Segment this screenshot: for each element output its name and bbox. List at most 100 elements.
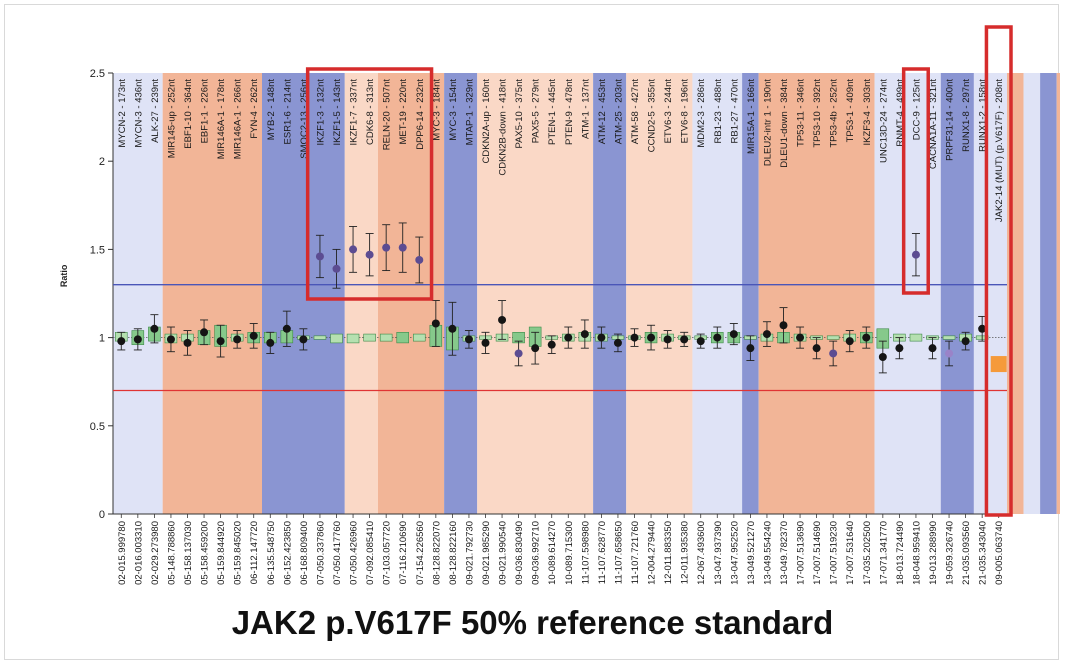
probe-label: MDM2-3 - 286nt bbox=[696, 79, 707, 148]
x-tick-label: 17-071.341770 bbox=[878, 521, 889, 585]
probe-label: EBF1-1 - 226nt bbox=[200, 79, 211, 144]
probe-label: ATM-58 - 427nt bbox=[630, 79, 641, 145]
chromosome-band bbox=[262, 73, 345, 514]
probe-box bbox=[313, 335, 327, 340]
y-tick-label: 2.5 bbox=[90, 68, 105, 80]
y-tick-label: 0 bbox=[99, 509, 105, 521]
probe-point bbox=[945, 349, 954, 358]
probe-label: ETV6-3 - 244nt bbox=[663, 79, 674, 144]
probe-label: JAK2-14 (MUT) (p.V617F) - 208nt bbox=[994, 79, 1005, 222]
probe-label: CCND2-5 - 355nt bbox=[647, 79, 658, 153]
x-tick-label: 10-089.715300 bbox=[564, 521, 575, 585]
x-tick-label: 17-007.519230 bbox=[829, 521, 840, 585]
figure-frame: 0 0.5 1 1.5 2 2.5 Ratio MYCN-2 - 173nt MYCN-3 - … bbox=[4, 4, 1060, 660]
x-tick-label: 07-103.057720 bbox=[382, 521, 393, 585]
chromosome-band bbox=[758, 73, 875, 514]
chromosome-band bbox=[113, 73, 163, 514]
probe-label: ATM-25 - 203nt bbox=[613, 79, 624, 145]
chromosome-band bbox=[692, 73, 743, 514]
x-tick-label: 06-112.147720 bbox=[249, 521, 260, 584]
probe-point bbox=[613, 338, 622, 347]
x-tick-label: 13-049.554240 bbox=[762, 521, 773, 585]
x-tick-label: 05-158.459200 bbox=[200, 521, 211, 585]
x-tick-label: 11-107.628770 bbox=[597, 521, 608, 584]
ratio-chart: 0 0.5 1 1.5 2 2.5 Ratio MYCN-2 - 173nt MYCN-3 - … bbox=[59, 25, 1060, 585]
probe-point bbox=[878, 353, 887, 362]
x-tick-label: 02-029.273980 bbox=[150, 521, 161, 585]
probe-point bbox=[200, 328, 209, 337]
probe-point bbox=[464, 335, 473, 344]
highlight-box bbox=[901, 67, 930, 295]
highlight-box bbox=[305, 67, 434, 301]
x-tick-label: 07-092.085410 bbox=[365, 521, 376, 585]
probe-label: MYB-2 - 148nt bbox=[266, 79, 277, 141]
probe-label: TP53-10 - 392nt bbox=[812, 79, 823, 148]
probe-box bbox=[909, 333, 923, 342]
x-tick-label: 17-007.514690 bbox=[812, 521, 823, 585]
probe-point bbox=[166, 335, 175, 344]
x-tick-label: 07-050.337860 bbox=[315, 521, 326, 585]
probe-point bbox=[647, 333, 656, 342]
probe-point bbox=[564, 333, 573, 342]
probe-point bbox=[862, 333, 871, 342]
probe-label: EBF1-10 - 364nt bbox=[183, 79, 194, 149]
y-tick-label: 2 bbox=[99, 156, 105, 168]
probe-point bbox=[398, 243, 407, 252]
probe-point bbox=[365, 250, 374, 259]
chromosome-band bbox=[477, 73, 594, 514]
probe-point bbox=[282, 324, 291, 333]
x-tick-label: 21-035.343040 bbox=[978, 521, 989, 585]
probe-box bbox=[330, 333, 343, 344]
figure-caption: JAK2 p.V617F 50% reference standard bbox=[231, 604, 834, 641]
x-tick-label: 11-107.598980 bbox=[580, 521, 591, 584]
x-tick-label: 09-021.792730 bbox=[464, 521, 475, 585]
probe-point bbox=[812, 344, 821, 353]
probe-label: IKZF3-4 - 303nt bbox=[862, 79, 873, 146]
x-tick-label: 09-036.992710 bbox=[531, 521, 542, 585]
probe-point bbox=[266, 338, 275, 347]
x-tick-label: 17-007.513690 bbox=[796, 521, 807, 585]
y-tick-label: 1 bbox=[99, 333, 105, 345]
x-tick-label: 09-036.830490 bbox=[514, 521, 525, 585]
probe-point bbox=[779, 321, 788, 330]
chromosome-band bbox=[1056, 73, 1060, 514]
probe-label: CDKN2A-up - 160nt bbox=[481, 79, 492, 164]
probe-label: FYN-4 - 262nt bbox=[249, 79, 260, 139]
probe-label: MIR146A-1 - 266nt bbox=[233, 79, 244, 160]
probe-label: MET-19 - 220nt bbox=[398, 79, 409, 145]
probe-box bbox=[346, 333, 360, 344]
probe-label: IKZF1-7 - 337nt bbox=[349, 79, 360, 146]
chromosome-band bbox=[344, 73, 378, 514]
probe-label: MIR145-up - 252nt bbox=[166, 79, 177, 159]
x-tick-label: 09-021.985290 bbox=[481, 521, 492, 585]
y-tick-label: 0.5 bbox=[90, 421, 105, 433]
x-tick-label: 07-116.210690 bbox=[398, 521, 409, 584]
probe-label: PRPF31-14 - 400nt bbox=[945, 79, 956, 161]
probe-label: RB1-27 - 470nt bbox=[729, 79, 740, 144]
probe-label: TP53-4b - 252nt bbox=[829, 79, 840, 148]
probe-label: CACNA1A-11 - 321nt bbox=[928, 79, 939, 169]
probe-label: ALK-27 - 239nt bbox=[150, 79, 161, 143]
probe-box bbox=[363, 333, 376, 342]
probe-label: UNC13D-24 - 274nt bbox=[878, 79, 889, 163]
highlight-box bbox=[984, 25, 1013, 517]
probe-label: MTAP-1 - 329nt bbox=[464, 79, 475, 146]
chromosome-band bbox=[626, 73, 693, 514]
probe-box bbox=[942, 335, 956, 340]
probe-point bbox=[133, 335, 142, 344]
x-tick-label: 12-011.935380 bbox=[680, 521, 691, 584]
probe-point bbox=[448, 324, 457, 333]
probe-label: PAX5-5 - 279nt bbox=[531, 79, 542, 144]
x-tick-label: 07-050.426960 bbox=[349, 521, 360, 585]
probe-point bbox=[431, 319, 440, 328]
x-tick-label: 17-035.202500 bbox=[862, 521, 873, 585]
x-tick-label: 17-007.531640 bbox=[845, 521, 856, 585]
probe-point bbox=[249, 331, 258, 340]
probe-label: ATM-1 - 137nt bbox=[580, 79, 591, 139]
probe-label: CDKN2B-down - 418nt bbox=[498, 79, 509, 176]
probe-point bbox=[895, 344, 904, 353]
x-tick-label: 12-004.279440 bbox=[647, 521, 658, 585]
probe-point bbox=[762, 330, 771, 339]
x-tick-label: 05-148.788860 bbox=[166, 521, 177, 585]
probe-point bbox=[531, 344, 540, 353]
